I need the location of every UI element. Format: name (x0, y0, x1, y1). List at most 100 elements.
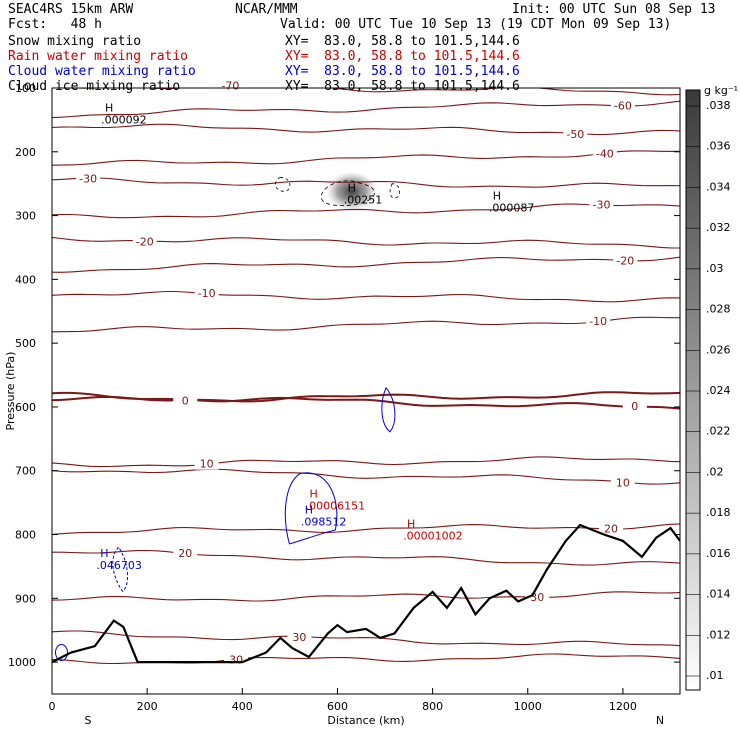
contour-label: -40 (596, 148, 614, 161)
x-axis-label: Distance (km) (327, 714, 404, 727)
contour-label: -20 (616, 254, 634, 267)
contour-label: 0 (182, 394, 189, 407)
x-tick-label: 400 (232, 700, 253, 713)
colorbar-tick-label: .026 (706, 343, 731, 356)
cloud-water-contour (381, 386, 396, 433)
extremum-marker: H (100, 547, 108, 560)
isotherm-line (52, 177, 680, 188)
cloud-water-contour (284, 472, 338, 545)
extremum-value: .00251 (344, 193, 383, 206)
isotherm-line (52, 591, 680, 602)
cloud-ice-shading (325, 171, 378, 212)
contour-label: -10 (198, 287, 216, 300)
plot-frame (51, 87, 681, 695)
colorbar-tick-label: .01 (706, 669, 724, 682)
extremum-marker: H (407, 517, 415, 530)
isotherm-line (52, 203, 680, 219)
colorbar-tick-label: .036 (706, 140, 731, 153)
isotherm-line (52, 630, 680, 647)
isotherm-line (52, 391, 680, 410)
contour-label-bg (173, 545, 198, 559)
y-tick-label: 1000 (8, 656, 36, 669)
contour-label-bg (194, 286, 219, 300)
colorbar-tick-label: .024 (706, 384, 731, 397)
cloud-water-contour (55, 644, 69, 662)
snow-contour (320, 180, 375, 206)
contour-label: 20 (178, 547, 192, 560)
isotherm-line (52, 256, 680, 273)
contour-label: -10 (589, 315, 607, 328)
contour-label-bg (525, 590, 550, 604)
contour-label: -20 (136, 236, 154, 249)
x-end-label-left: S (85, 714, 92, 727)
contour-label: 0 (631, 400, 638, 413)
contour-label: 30 (292, 631, 306, 644)
field-rain-xy: XY= 83.0, 58.8 to 101.5,144.6 (285, 49, 520, 64)
field-rain-name: Rain water mixing ratio (8, 49, 189, 64)
x-tick-label: 1200 (609, 700, 637, 713)
center-name: NCAR/MMM (235, 2, 298, 17)
x-tick-label: 600 (327, 700, 348, 713)
contour-label: -60 (614, 99, 632, 112)
cloud-water-contour (112, 546, 128, 592)
isotherm-line (52, 316, 680, 333)
contour-label-bg (592, 146, 617, 160)
isotherm-line (52, 100, 680, 119)
terrain-line (52, 523, 680, 664)
y-tick-label: 100 (15, 82, 36, 95)
isotherm-line (52, 391, 680, 403)
y-tick-label: 300 (15, 210, 36, 223)
extremum-value: .00001002 (403, 529, 463, 542)
y-tick-label: 700 (15, 465, 36, 478)
y-tick-label: 900 (15, 592, 36, 605)
y-tick-label: 800 (15, 529, 36, 542)
extremum-marker: H (348, 181, 356, 194)
snow-contour (275, 176, 291, 192)
contour-label: 10 (616, 476, 630, 489)
x-tick-label: 200 (137, 700, 158, 713)
forecast-hour: Fcst: 48 h (8, 17, 102, 32)
contour-label-bg (132, 234, 157, 248)
isotherm-line (52, 290, 680, 303)
colorbar-unit: g kg⁻¹ (704, 84, 738, 97)
x-tick-label: 0 (49, 700, 56, 713)
init-time: Init: 00 UTC Sun 08 Sep 13 (512, 2, 716, 17)
contour-label-bg (173, 393, 198, 407)
isotherm-line (52, 468, 680, 485)
contour-label: -30 (593, 198, 611, 211)
contour-label: 30 (229, 654, 243, 667)
x-end-label-right: N (656, 714, 664, 727)
extremum-marker: H (105, 102, 113, 115)
contour-label-bg (610, 475, 635, 489)
isotherm-line (52, 456, 680, 468)
colorbar-ramp (685, 89, 701, 691)
field-cloudwater-xy: XY= 83.0, 58.8 to 101.5,144.6 (285, 64, 520, 79)
colorbar-tick-label: .034 (706, 180, 731, 193)
y-tick-label: 200 (15, 146, 36, 159)
extremum-value: .000087 (489, 202, 535, 215)
contour-label-bg (613, 253, 638, 267)
contour-label: -70 (221, 79, 239, 92)
y-tick-label: 400 (15, 273, 36, 286)
y-tick-label: 500 (15, 337, 36, 350)
contour-label: 10 (200, 458, 214, 471)
colorbar-tick-label: .016 (706, 547, 731, 560)
isotherm-line (52, 523, 680, 535)
contour-label-bg (586, 314, 611, 328)
colorbar: .01 .012 .014 .016 .018 .02 .022 .024 .026 .028 .0… (685, 84, 738, 691)
field-cloudwater-name: Cloud water mixing ratio (8, 64, 196, 79)
colorbar-tick-label: .012 (706, 628, 731, 641)
snow-contour (389, 183, 401, 199)
contour-label-bg (287, 629, 312, 643)
colorbar-tick-label: .022 (706, 425, 731, 438)
x-tick-label: 800 (422, 700, 443, 713)
y-axis-label: Pressure (hPa) (4, 352, 17, 431)
contour-label: -30 (79, 173, 97, 186)
contour-label: 20 (604, 522, 618, 535)
contour-label: -50 (566, 128, 584, 141)
contour-label-bg (622, 399, 647, 413)
colorbar-tick-label: .03 (706, 262, 724, 275)
field-snow-name: Snow mixing ratio (8, 34, 142, 49)
extremum-marker: H (305, 503, 313, 516)
